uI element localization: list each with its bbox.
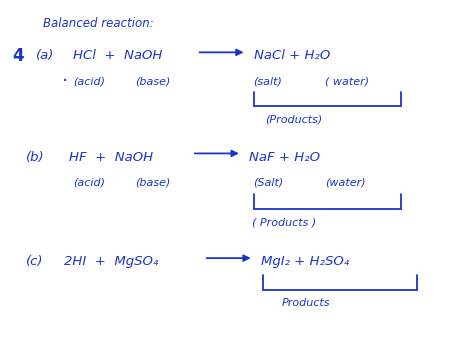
Text: (water): (water)	[325, 177, 365, 187]
Text: MgI₂ + H₂SO₄: MgI₂ + H₂SO₄	[261, 255, 349, 268]
Text: (a): (a)	[36, 49, 54, 62]
Text: Balanced reaction:: Balanced reaction:	[43, 17, 154, 30]
Text: (b): (b)	[26, 151, 45, 164]
Text: ( water): ( water)	[325, 76, 369, 86]
Text: (Salt): (Salt)	[254, 177, 284, 187]
Text: HF  +  NaOH: HF + NaOH	[69, 151, 153, 164]
Text: 2HI  +  MgSO₄: 2HI + MgSO₄	[64, 255, 158, 268]
Text: 4: 4	[12, 47, 24, 65]
Text: ·: ·	[62, 72, 68, 91]
Text: (c): (c)	[26, 255, 44, 268]
Text: (base): (base)	[135, 177, 171, 187]
Text: NaCl + H₂O: NaCl + H₂O	[254, 49, 330, 62]
Text: NaF + H₂O: NaF + H₂O	[249, 151, 320, 164]
Text: (base): (base)	[135, 76, 171, 86]
Text: (Products): (Products)	[265, 115, 322, 125]
Text: (acid): (acid)	[73, 76, 106, 86]
Text: ( Products ): ( Products )	[252, 217, 317, 227]
Text: HCl  +  NaOH: HCl + NaOH	[73, 49, 163, 62]
Text: (salt): (salt)	[254, 76, 283, 86]
Text: (acid): (acid)	[73, 177, 106, 187]
Text: Products: Products	[282, 297, 330, 308]
